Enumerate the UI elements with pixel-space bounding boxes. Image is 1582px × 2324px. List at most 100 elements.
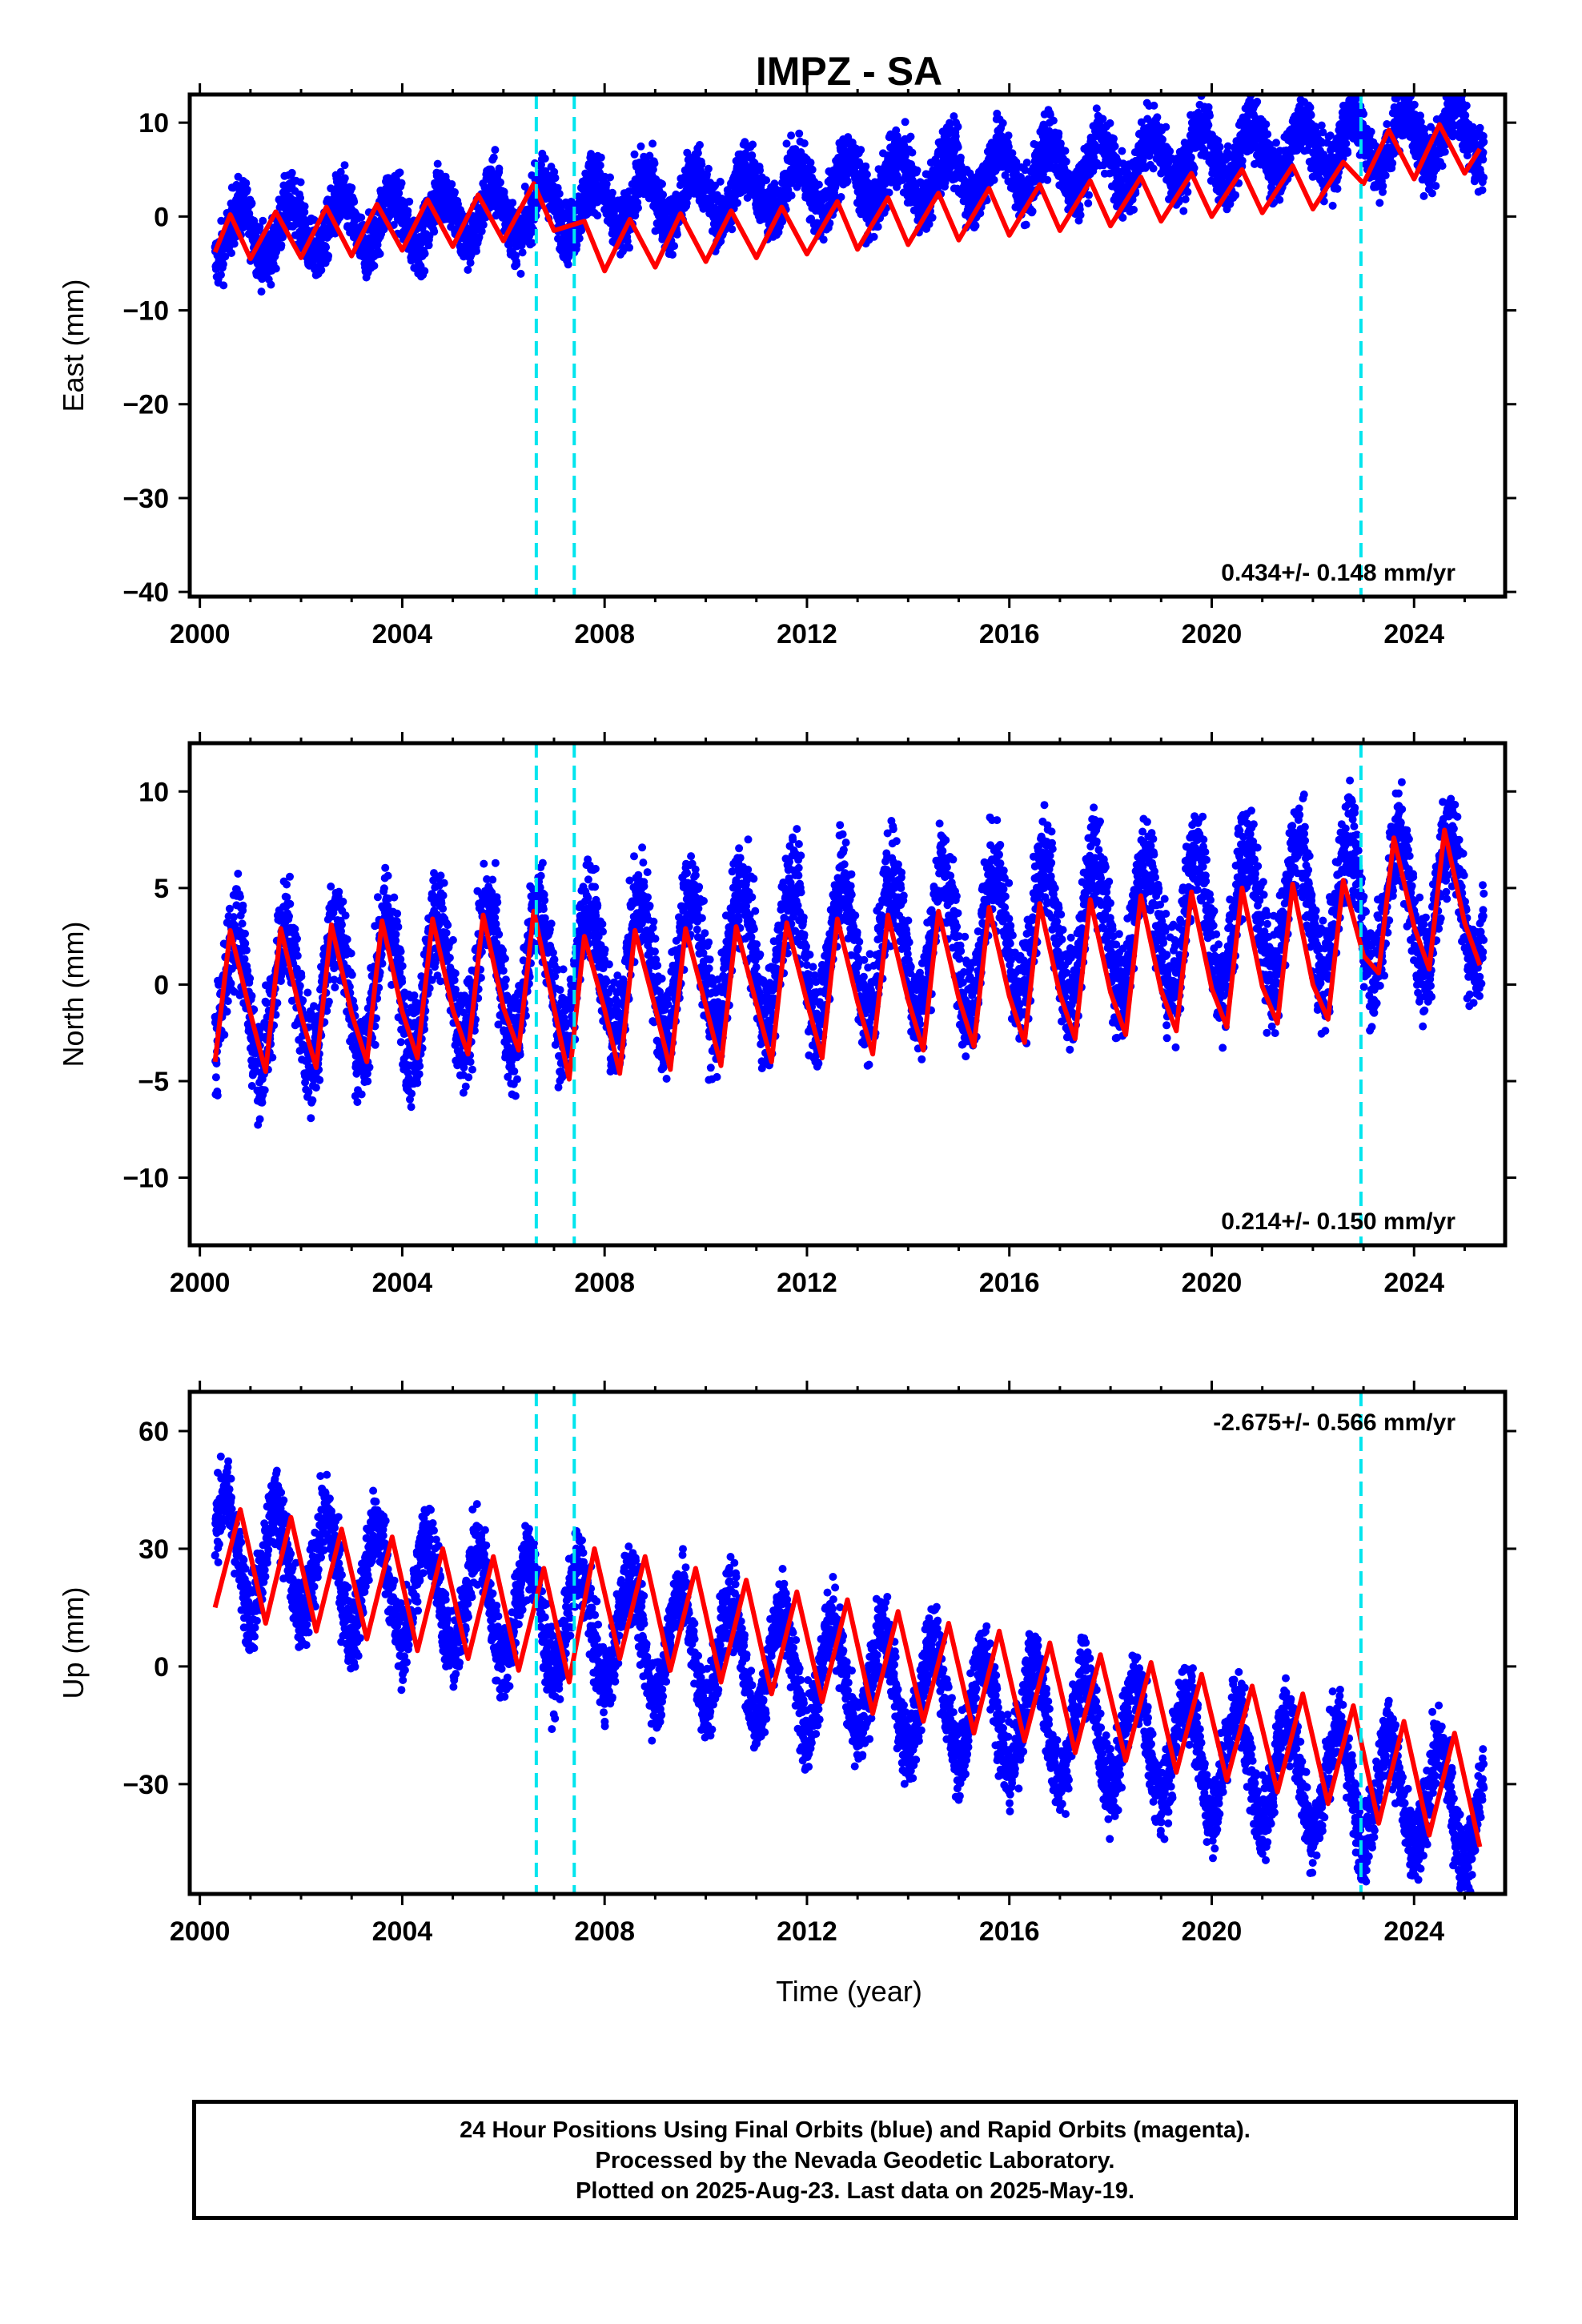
east-data-point <box>998 119 1007 127</box>
east-data-point <box>336 167 345 176</box>
east-data-point <box>696 141 704 149</box>
east-data-point <box>255 223 264 231</box>
east-data-point <box>227 249 235 257</box>
east-data-point <box>623 237 632 246</box>
east-data-point <box>956 153 965 162</box>
east-data-point <box>869 232 878 241</box>
east-data-point <box>420 267 429 275</box>
east-data-point <box>857 146 865 155</box>
east-data-point <box>1110 135 1118 143</box>
east-data-point <box>1158 135 1166 144</box>
east-data-point <box>951 132 960 141</box>
east-data-point <box>819 235 828 244</box>
east-data-point <box>795 129 804 138</box>
east-data-point <box>257 287 266 296</box>
east-data-point <box>477 227 486 235</box>
east-data-point <box>405 197 414 206</box>
east-data-point <box>242 179 251 187</box>
east-data-point <box>704 164 713 173</box>
east-data-point <box>693 149 702 158</box>
east-data-point <box>575 234 584 243</box>
east-data-point <box>716 177 725 186</box>
east-data-point <box>277 241 286 250</box>
east-data-point <box>424 241 433 250</box>
east-data-point <box>1076 211 1085 219</box>
east-data-point <box>1162 123 1170 131</box>
east-data-point <box>885 188 893 197</box>
east-data-point <box>1130 205 1138 214</box>
east-data-point <box>733 199 741 207</box>
east-data-point <box>247 199 256 207</box>
east-data-point <box>596 153 605 162</box>
east-data-point <box>555 189 564 198</box>
east-data-point <box>350 198 359 206</box>
east-data-point <box>800 139 809 147</box>
east-data-point <box>1056 139 1065 148</box>
east-data-point <box>625 243 634 252</box>
east-data-point <box>1183 187 1192 196</box>
east-data-point <box>1263 130 1272 139</box>
east-data-point <box>806 159 815 167</box>
east-data-point <box>648 165 657 174</box>
east-data-point <box>1149 164 1158 173</box>
east-data-point <box>1204 121 1213 130</box>
east-data-point <box>230 239 239 248</box>
east-data-point <box>1253 98 1262 106</box>
east-data-point <box>954 123 962 131</box>
east-data-point <box>491 146 500 155</box>
east-data-point <box>1166 147 1174 155</box>
east-data-point <box>340 161 349 170</box>
east-data-point <box>990 175 998 184</box>
east-data-point <box>475 233 484 242</box>
east-data-point <box>645 151 654 160</box>
east-points-series <box>211 94 1488 296</box>
east-data-point <box>287 168 296 177</box>
east-data-point <box>357 213 366 222</box>
east-data-point <box>420 249 429 258</box>
east-data-point <box>669 251 677 259</box>
east-data-point <box>1061 147 1070 155</box>
east-data-point <box>1179 207 1188 215</box>
east-data-point <box>749 140 757 149</box>
east-data-point <box>267 280 275 289</box>
east-data-point <box>651 227 660 235</box>
east-data-point <box>540 155 549 163</box>
east-data-point <box>787 191 796 200</box>
east-data-point <box>259 216 267 225</box>
east-data-point <box>375 250 384 258</box>
east-data-point <box>901 118 909 127</box>
east-data-point <box>762 176 771 185</box>
east-data-point <box>608 188 616 197</box>
east-data-point <box>300 202 309 211</box>
east-data-point <box>516 269 525 278</box>
east-data-point <box>340 174 349 183</box>
east-data-point <box>1022 220 1030 229</box>
east-data-point <box>564 260 572 269</box>
east-data-point <box>496 178 504 187</box>
east-data-point <box>1238 156 1247 165</box>
east-data-point <box>404 207 412 215</box>
east-data-point <box>593 211 602 220</box>
east-data-point <box>602 179 611 188</box>
east-data-point <box>489 153 498 162</box>
east-data-point <box>1181 195 1190 203</box>
east-data-point <box>433 159 442 168</box>
east-data-point <box>596 161 604 170</box>
east-data-point <box>217 271 225 279</box>
east-data-point <box>528 239 536 247</box>
east-data-point <box>322 243 331 251</box>
east-data-point <box>787 131 796 140</box>
east-data-point <box>648 139 657 148</box>
east-data-point <box>906 132 915 141</box>
east-data-point <box>520 183 529 191</box>
east-data-point <box>630 150 639 159</box>
east-data-point <box>1028 207 1037 215</box>
east-data-point <box>634 203 642 212</box>
east-data-point <box>397 179 406 187</box>
east-data-point <box>658 179 666 188</box>
east-data-point <box>778 217 787 226</box>
east-data-point <box>728 225 737 234</box>
east-data-point <box>606 173 614 182</box>
east-data-point <box>508 199 517 207</box>
